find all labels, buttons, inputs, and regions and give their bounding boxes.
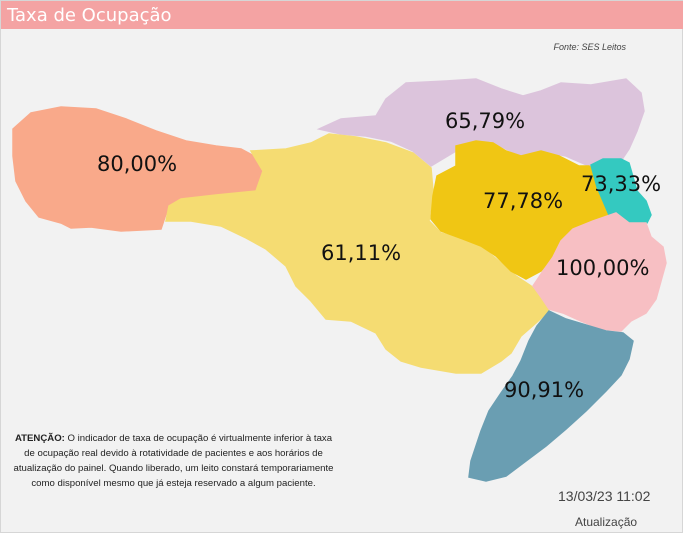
region-north[interactable] [316, 78, 645, 167]
source-label: Fonte: SES Leitos [553, 42, 626, 52]
notice-heading: ATENÇÃO: [14, 433, 65, 444]
region-center[interactable] [165, 133, 550, 374]
value-label-south: 90,91% [504, 378, 584, 402]
update-label: Atualização [575, 515, 638, 529]
notice-text: ATENÇÃO: O indicador de taxa de ocupação… [11, 431, 336, 491]
title-bar: Taxa de Ocupação [1, 1, 683, 29]
value-label-north: 65,79% [445, 109, 525, 133]
value-label-center: 61,11% [321, 241, 401, 265]
value-label-valley: 77,78% [483, 189, 563, 213]
value-label-northeast: 73,33% [581, 172, 661, 196]
panel-title: Taxa de Ocupação [7, 5, 172, 26]
region-northeast[interactable] [590, 158, 652, 226]
value-label-west: 80,00% [97, 152, 177, 176]
region-south[interactable] [468, 310, 634, 482]
notice-body: O indicador de taxa de ocupação é virtua… [13, 433, 334, 489]
update-timestamp: 13/03/23 11:02 [558, 488, 651, 504]
value-label-grande-florianopolis: 100,00% [556, 256, 649, 280]
